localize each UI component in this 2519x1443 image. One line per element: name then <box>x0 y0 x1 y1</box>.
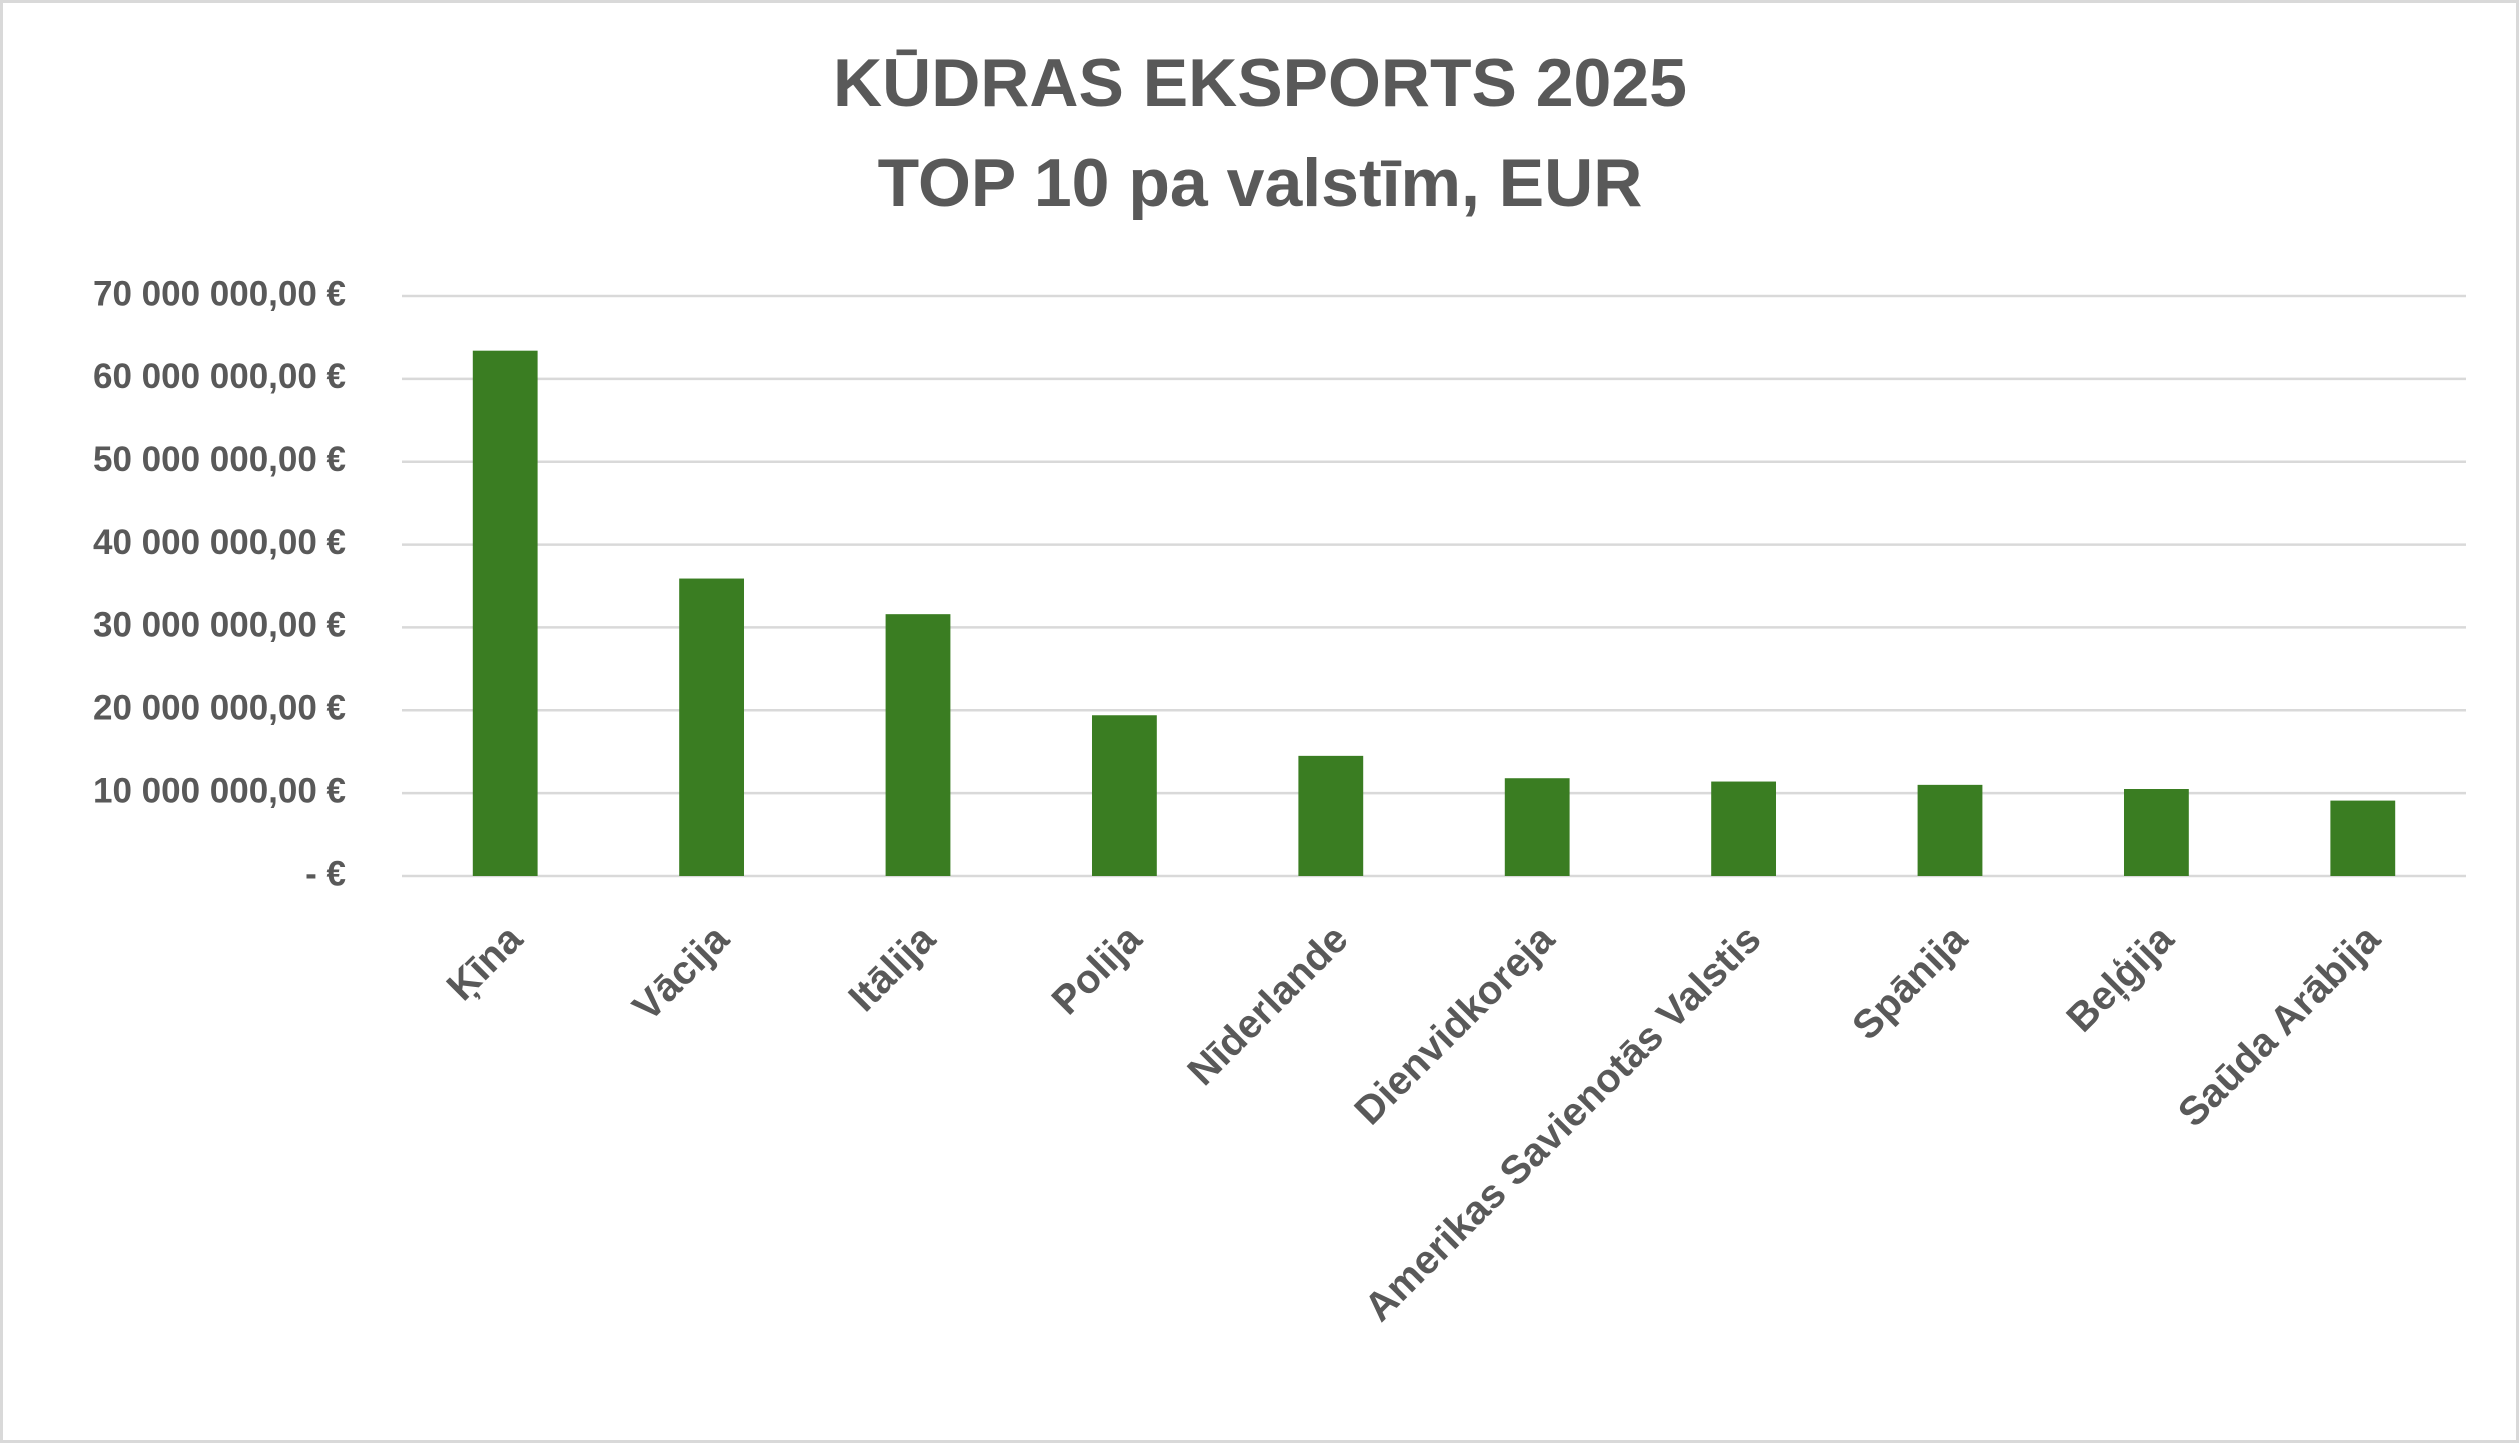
bar <box>679 578 745 876</box>
y-tick-label: 30 000 000,00 € <box>93 606 346 645</box>
bar <box>1091 715 1157 876</box>
bar <box>2123 789 2189 876</box>
chart-subtitle: TOP 10 pa valstīm, EUR <box>878 145 1643 221</box>
chart-title: KŪDRAS EKSPORTS 2025 <box>833 45 1687 121</box>
bar <box>1298 755 1364 876</box>
y-tick-label: 50 000 000,00 € <box>93 440 346 479</box>
y-tick-label: 70 000 000,00 € <box>93 274 346 313</box>
bar <box>2330 800 2396 876</box>
bar <box>1917 784 1983 876</box>
y-tick-label: 60 000 000,00 € <box>93 357 346 396</box>
y-tick-label: - € <box>305 854 346 893</box>
bar <box>885 614 951 876</box>
bar <box>1711 781 1777 876</box>
y-tick-label: 10 000 000,00 € <box>93 771 346 810</box>
bar <box>1504 778 1570 876</box>
y-tick-label: 20 000 000,00 € <box>93 689 346 728</box>
bar <box>472 350 538 877</box>
y-tick-label: 40 000 000,00 € <box>93 523 346 562</box>
